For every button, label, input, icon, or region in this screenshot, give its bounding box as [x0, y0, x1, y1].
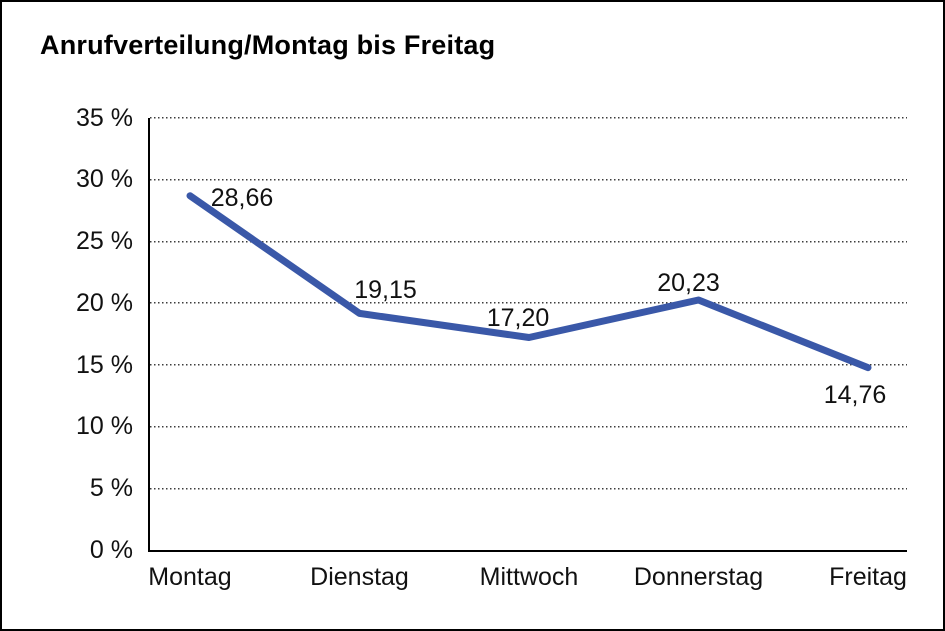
- x-axis-label: Montag: [148, 563, 232, 591]
- gridline: [150, 178, 907, 181]
- gridline: [150, 302, 907, 305]
- y-axis: [148, 117, 150, 552]
- x-axis-label: Mittwoch: [479, 563, 579, 591]
- x-axis: [148, 550, 907, 552]
- chart-title: Anrufverteilung/Montag bis Freitag: [40, 30, 496, 60]
- y-tick-label: 0 %: [89, 536, 133, 564]
- x-axis-label: Donnerstag: [633, 563, 764, 591]
- y-tick-label: 10 %: [76, 412, 133, 441]
- y-tick-label: 35 %: [76, 103, 133, 132]
- data-label: 20,23: [657, 269, 720, 297]
- y-tick-label: 20 %: [76, 288, 133, 317]
- data-label: 17,20: [486, 304, 550, 333]
- gridline: [150, 425, 907, 428]
- y-tick-label: 5 %: [89, 474, 133, 503]
- data-label: 28,66: [210, 183, 274, 212]
- y-tick-label: 15 %: [76, 350, 133, 379]
- gridline: [150, 364, 907, 367]
- gridline: [150, 240, 907, 243]
- gridline: [150, 117, 907, 119]
- y-tick-label: 25 %: [76, 227, 133, 256]
- y-tick-label: 30 %: [76, 165, 133, 194]
- data-label: 19,15: [354, 276, 417, 305]
- x-axis-label: Freitag: [829, 563, 907, 591]
- data-label: 14,76: [823, 380, 887, 409]
- x-axis-label: Dienstag: [310, 563, 409, 591]
- gridline: [150, 487, 907, 490]
